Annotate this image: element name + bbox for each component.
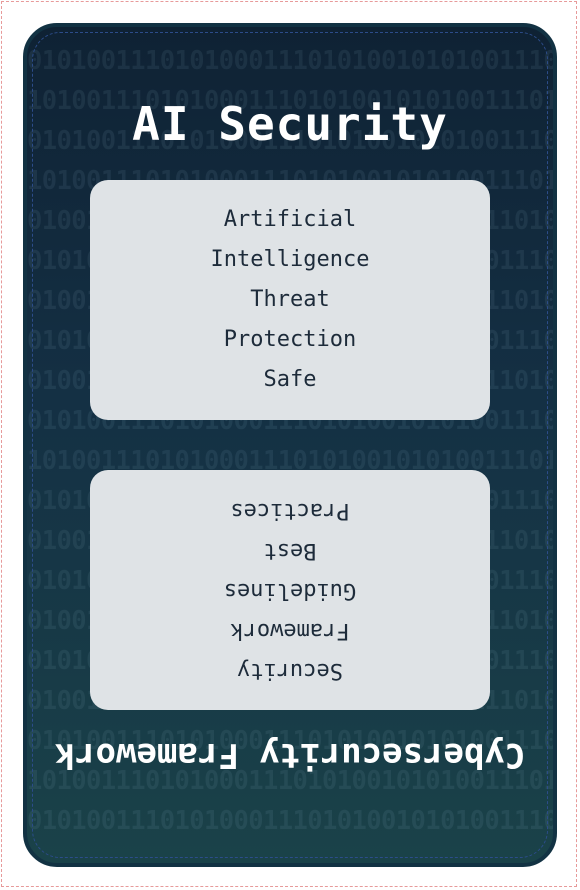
- binary-row: 0101001110101000111010100101010011101010…: [27, 46, 553, 76]
- keyword-line: Security: [237, 658, 343, 683]
- keyword-line: Threat: [250, 287, 330, 312]
- security-card: 0101001110101000111010100101010011101010…: [23, 23, 557, 867]
- keyword-line: Intelligence: [210, 247, 370, 272]
- keyword-line: Artificial: [223, 207, 357, 232]
- card-title: AI Security: [132, 97, 448, 151]
- keyword-line: Practices: [230, 498, 350, 523]
- keyword-line: Guidelines: [223, 578, 357, 603]
- keyword-line: Safe: [263, 367, 317, 392]
- keyword-line: Best: [263, 538, 317, 563]
- card-bottom-title: Cybersecurity Framework: [54, 735, 526, 775]
- top-keyword-box: Artificial Intelligence Threat Protectio…: [90, 180, 490, 420]
- keyword-line: Protection: [223, 327, 357, 352]
- binary-background: 0101001110101000111010100101010011101010…: [27, 41, 553, 841]
- binary-row: 0101001110101000111010100101010011101010…: [27, 806, 553, 836]
- binary-row: 0101001110101000111010100101010011101010…: [27, 726, 553, 756]
- binary-row: 1010011101010001110101001010100111010100…: [27, 86, 553, 116]
- keyword-line: Framework: [230, 618, 350, 643]
- bottom-keyword-box: Security Framework Guidelines Best Pract…: [90, 470, 490, 710]
- binary-row: 0101001110101000111010100101010011101010…: [27, 126, 553, 156]
- binary-row: 1010011101010001110101001010100111010100…: [27, 766, 553, 796]
